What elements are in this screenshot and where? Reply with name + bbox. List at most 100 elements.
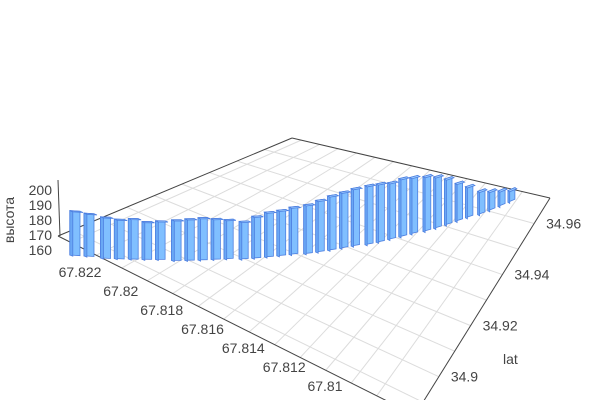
bar-side	[113, 218, 118, 261]
bar	[127, 217, 142, 261]
bar-side	[251, 215, 255, 260]
bar	[338, 190, 352, 250]
bar-top	[363, 183, 377, 188]
bar-top	[338, 190, 352, 194]
axes	[57, 137, 551, 400]
bar-top	[326, 194, 340, 198]
bar	[363, 183, 377, 247]
bar-side	[288, 206, 293, 257]
bar-top	[100, 216, 114, 219]
bar-top	[397, 176, 411, 181]
bar-top	[238, 220, 252, 224]
bar	[349, 186, 364, 248]
bar	[375, 181, 388, 245]
bar-side	[339, 191, 343, 250]
bar-top	[302, 203, 317, 207]
bar	[113, 218, 128, 261]
bar	[171, 219, 185, 263]
bar	[408, 174, 421, 236]
grid-line-lon	[274, 174, 449, 346]
bar	[314, 198, 329, 254]
bar	[184, 218, 198, 263]
bar-top	[454, 180, 466, 186]
bar	[443, 176, 455, 227]
bar-top	[375, 181, 388, 186]
bar-top	[141, 221, 155, 224]
bar-top	[287, 205, 302, 209]
bar-top	[497, 187, 508, 193]
bar	[476, 188, 488, 217]
z-axis-line	[57, 179, 61, 237]
bar	[454, 180, 466, 224]
bar-top	[476, 188, 488, 194]
bar-top	[263, 210, 278, 214]
back-edge-line	[291, 137, 551, 199]
bar-side	[141, 220, 146, 261]
left-edge-line	[57, 137, 293, 237]
bar-side	[364, 185, 368, 247]
bar	[238, 220, 252, 261]
bar	[486, 188, 498, 213]
bar-top	[386, 180, 400, 185]
bar-side	[507, 189, 511, 205]
bar-top	[69, 210, 84, 213]
bar	[83, 212, 98, 258]
bar-top	[486, 188, 498, 194]
y-tick-label: 34.96	[546, 216, 581, 232]
bar	[464, 183, 476, 220]
bar-side	[197, 217, 202, 262]
y-axis-line	[423, 197, 551, 400]
grid-line-lon	[350, 186, 505, 384]
bar-side	[127, 217, 132, 261]
z-tick-label: 200	[29, 182, 53, 198]
bar-top	[83, 212, 98, 216]
bar	[432, 174, 445, 231]
x-tick-label: 67.822	[59, 264, 102, 280]
bar	[263, 210, 278, 259]
bar-top	[223, 218, 237, 222]
x-tick-label: 67.82	[103, 283, 138, 299]
bar	[326, 194, 340, 253]
bar	[287, 205, 302, 257]
bar	[154, 220, 169, 262]
bar-top	[197, 217, 211, 220]
bar-top	[210, 217, 224, 221]
x-tick-label: 67.814	[222, 340, 265, 356]
z-tick-label: 180	[29, 212, 53, 228]
bar-side	[223, 218, 228, 261]
bar-side	[422, 175, 426, 234]
bar-side	[69, 210, 74, 257]
bar-side	[315, 199, 319, 254]
bar	[100, 216, 114, 260]
bar-top	[184, 218, 198, 221]
bar	[251, 215, 264, 260]
bar-top	[171, 219, 185, 222]
bar-side	[276, 209, 280, 258]
bar-top	[408, 174, 421, 180]
y-tick-label: 34.94	[514, 267, 549, 283]
bar-side	[464, 186, 468, 220]
bar-top	[128, 218, 142, 221]
bar-side	[443, 178, 447, 227]
bar-side	[303, 204, 307, 256]
bar-top	[432, 174, 445, 179]
bar-top	[155, 220, 169, 223]
bar-side	[454, 182, 458, 224]
bar-side	[477, 190, 481, 217]
y-tick-label: 34.92	[483, 318, 518, 334]
bar-side	[350, 187, 354, 248]
bar-side	[154, 220, 159, 262]
bar-top	[349, 186, 364, 191]
bar	[197, 217, 211, 262]
bar-side	[409, 176, 413, 236]
bar-top	[443, 176, 455, 181]
z-tick-label: 160	[29, 242, 53, 258]
bar	[386, 180, 400, 242]
bar	[302, 203, 317, 256]
bar-top	[464, 183, 476, 189]
z-axis-title: высота	[1, 197, 17, 243]
z-tick-label: 170	[29, 227, 53, 243]
x-tick-label: 67.812	[263, 359, 306, 375]
bar-side	[497, 190, 501, 209]
